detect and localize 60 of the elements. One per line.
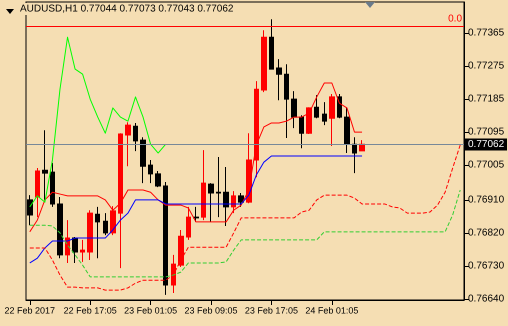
candlestick [80, 239, 85, 262]
candlestick [231, 190, 236, 214]
y-tick-label: 0.76640 [468, 293, 505, 304]
candlestick [216, 156, 221, 218]
candlestick [87, 210, 93, 261]
candlestick [299, 114, 304, 149]
x-tick-label: 22 Feb 2017 [4, 306, 56, 316]
candlestick [72, 236, 78, 264]
x-tick-label: 23 Feb 09:05 [184, 306, 238, 316]
candlestick [140, 136, 146, 184]
y-tick-label: 0.77185 [468, 94, 505, 105]
y-tick-label: 0.76910 [468, 194, 505, 206]
candlestick [133, 122, 138, 152]
candlestick [269, 18, 274, 70]
candlestick [329, 94, 335, 147]
candlestick [201, 150, 206, 221]
y-tick-label: 0.77275 [468, 60, 505, 72]
x-tick-label: 24 Feb 01:05 [305, 306, 358, 316]
y-tick-label: 0.76730 [468, 260, 505, 272]
candlestick [42, 130, 48, 200]
candlestick [337, 94, 342, 119]
candlestick [35, 168, 40, 218]
line-series [29, 155, 363, 264]
candlestick [125, 122, 131, 167]
candlestick [95, 206, 100, 259]
candlestick [223, 166, 229, 226]
candlestick [208, 182, 214, 222]
annotation: 0.0 [448, 14, 462, 24]
candlestick [57, 196, 63, 259]
y-tick-label: 0.77005 [468, 160, 505, 171]
candlestick [291, 90, 297, 129]
ref-line-label: 0.77062 [468, 139, 505, 150]
line-series [29, 190, 461, 278]
candlestick [155, 170, 161, 188]
x-tick-label: 23 Feb 01:05 [124, 306, 178, 316]
candlestick [261, 30, 267, 93]
y-tick-label: 0.77095 [468, 126, 505, 138]
candlestick [238, 192, 244, 208]
x-tick-label: 23 Feb 17:05 [244, 306, 298, 316]
candlestick [344, 106, 350, 154]
candlestick [65, 220, 70, 264]
candlestick [50, 162, 55, 208]
candlestick [193, 206, 199, 222]
candlestick [178, 229, 184, 268]
y-tick-label: 0.77365 [468, 28, 505, 39]
candlestick [322, 102, 327, 126]
candlestick [103, 212, 108, 236]
x-tick-label: 22 Feb 17:05 [64, 306, 117, 316]
candlestick [306, 106, 312, 134]
chart-title: AUDUSD,H1 0.77044 0.77073 0.77043 0.77062 [20, 4, 234, 14]
y-tick-label: 0.76820 [468, 227, 505, 238]
candlestick [163, 181, 168, 296]
candlestick [314, 94, 319, 119]
candlestick [276, 58, 282, 101]
candlestick [352, 136, 357, 174]
candlestick [284, 64, 289, 138]
line-series [29, 144, 461, 291]
candlestick [246, 132, 252, 204]
line-series [29, 36, 166, 208]
candlestick [148, 159, 153, 184]
